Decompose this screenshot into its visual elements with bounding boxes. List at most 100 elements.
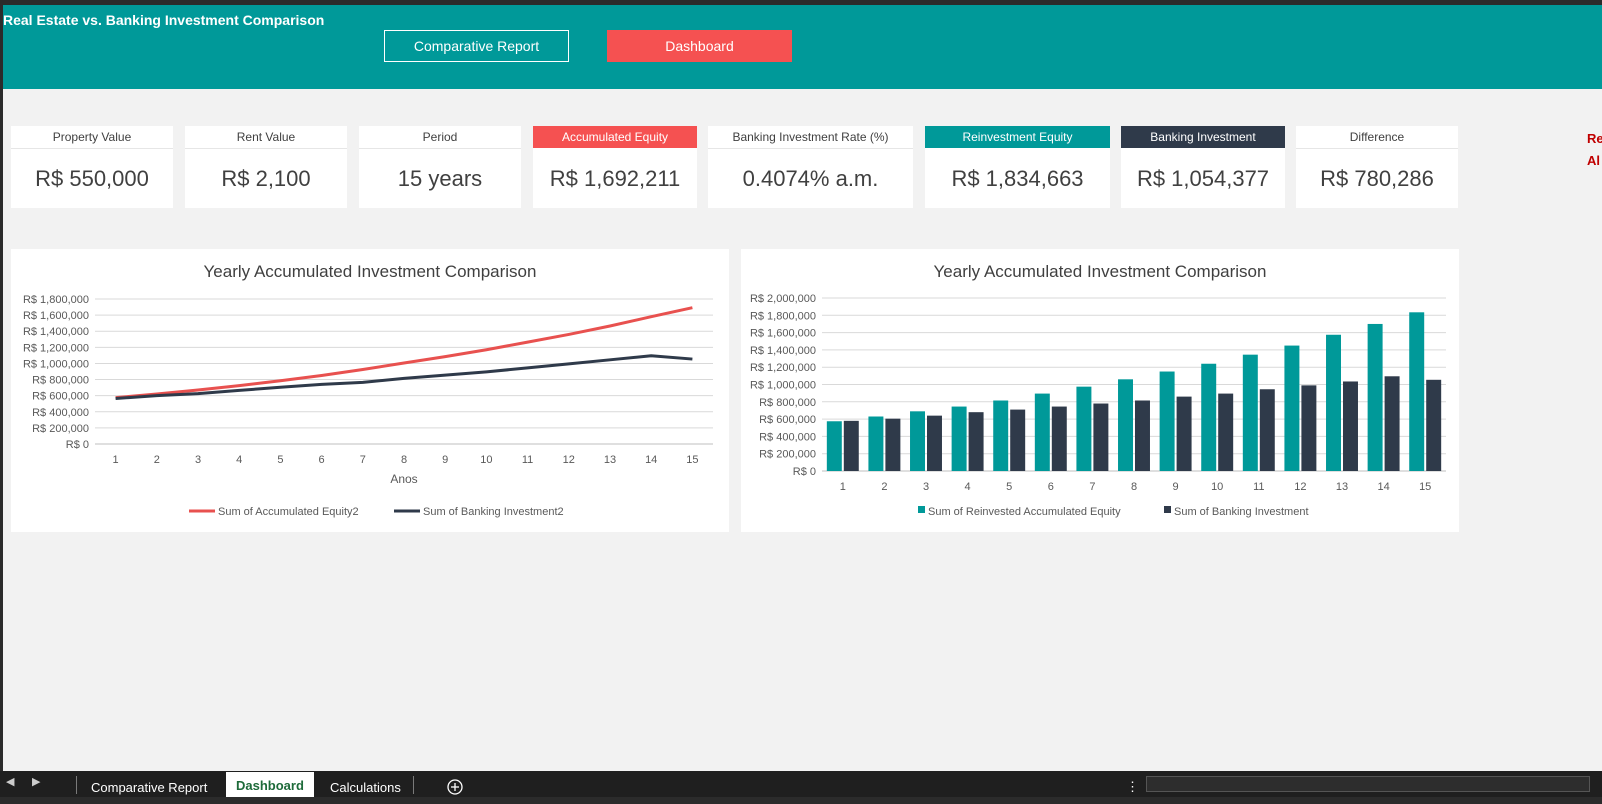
bar-chart-panel[interactable]: Yearly Accumulated Investment Comparison… <box>741 249 1459 532</box>
kpi-value: R$ 2,100 <box>221 166 311 191</box>
y-tick-label: R$ 1,200,000 <box>750 362 816 374</box>
dashboard-button[interactable]: Dashboard <box>607 30 792 62</box>
kpi-value: R$ 780,286 <box>1320 166 1434 191</box>
bar-series-1 <box>1118 379 1133 471</box>
x-tick-label: 9 <box>1173 481 1179 493</box>
x-tick-label: 5 <box>1006 481 1012 493</box>
x-tick-label: 15 <box>686 454 698 466</box>
y-tick-label: R$ 0 <box>793 466 816 478</box>
triangle-right-icon[interactable]: ▶ <box>32 776 41 788</box>
bar-series-1 <box>1409 312 1425 471</box>
kpi-card-reinvestment-equity: Reinvestment Equity R$ 1,834,663 <box>925 126 1110 208</box>
y-tick-label: R$ 1,600,000 <box>23 310 89 322</box>
x-tick-label: 2 <box>881 481 887 493</box>
bar-series-1 <box>1326 334 1341 471</box>
bar-series-2 <box>1218 393 1234 471</box>
offscreen-cell-text: Re <box>1587 131 1602 146</box>
horizontal-scrollbar[interactable] <box>1146 776 1590 792</box>
y-tick-label: R$ 1,800,000 <box>750 310 816 322</box>
y-tick-label: R$ 400,000 <box>32 407 89 419</box>
x-tick-label: 12 <box>1294 481 1306 493</box>
x-tick-label: 9 <box>442 454 448 466</box>
bar-series-1 <box>1034 393 1050 471</box>
y-tick-label: R$ 600,000 <box>32 391 89 403</box>
x-tick-label: 8 <box>401 454 407 466</box>
legend-swatch <box>918 506 925 513</box>
kpi-card-period: Period 15 years <box>359 126 521 208</box>
x-tick-label: 15 <box>1419 481 1431 493</box>
bar-series-2 <box>1426 379 1442 471</box>
x-tick-label: 7 <box>1089 481 1095 493</box>
y-tick-label: R$ 1,000,000 <box>23 358 89 370</box>
kpi-label: Rent Value <box>185 126 347 149</box>
y-tick-label: R$ 1,800,000 <box>23 294 89 306</box>
bar-chart: Yearly Accumulated Investment Comparison… <box>750 262 1446 518</box>
bar-series-1 <box>1159 371 1175 471</box>
legend-label: Sum of Banking Investment <box>1174 506 1309 518</box>
legend-label: Sum of Banking Investment2 <box>423 506 564 518</box>
kpi-value: 15 years <box>397 166 483 191</box>
kpi-value: R$ 1,692,211 <box>549 166 681 191</box>
vertical-ellipsis-icon[interactable]: ⋮ <box>1126 779 1139 794</box>
x-tick-label: 4 <box>965 481 971 493</box>
x-tick-label: 11 <box>1253 481 1264 493</box>
y-tick-label: R$ 800,000 <box>32 375 89 387</box>
x-tick-label: 14 <box>1377 481 1389 493</box>
kpi-value: 0.4074% a.m. <box>742 166 879 191</box>
tab-calculations[interactable]: Calculations <box>330 779 401 795</box>
y-tick-label: R$ 200,000 <box>759 449 816 461</box>
y-tick-label: R$ 1,200,000 <box>23 342 89 354</box>
line-chart-panel[interactable]: Yearly Accumulated Investment Comparison… <box>11 249 729 532</box>
legend-swatch <box>1164 506 1171 513</box>
y-tick-label: R$ 1,400,000 <box>23 326 89 338</box>
bar-series-2 <box>1384 376 1400 471</box>
chart-title: Yearly Accumulated Investment Comparison <box>204 262 537 281</box>
kpi-label: Property Value <box>11 126 173 149</box>
kpi-card-property-value: Property Value R$ 550,000 <box>11 126 173 208</box>
bar-series-2 <box>1135 400 1150 471</box>
x-tick-label: 8 <box>1131 481 1137 493</box>
y-tick-label: R$ 200,000 <box>32 423 89 435</box>
bar-series-2 <box>1343 381 1358 471</box>
line-series-2 <box>115 354 693 400</box>
x-tick-label: 6 <box>319 454 325 466</box>
bar-series-2 <box>1259 389 1275 471</box>
x-tick-label: 3 <box>195 454 201 466</box>
x-axis-label: Anos <box>390 472 417 486</box>
chart-title: Yearly Accumulated Investment Comparison <box>934 262 1267 281</box>
comparative-report-button[interactable]: Comparative Report <box>384 30 569 62</box>
bar-series-2 <box>885 418 901 471</box>
legend-label: Sum of Accumulated Equity2 <box>218 506 359 518</box>
x-tick-label: 12 <box>563 454 575 466</box>
tab-comparative-report[interactable]: Comparative Report <box>91 779 208 795</box>
bar-series-2 <box>843 420 859 471</box>
line-chart: Yearly Accumulated Investment Comparison… <box>23 262 713 518</box>
y-tick-label: R$ 0 <box>66 439 89 451</box>
kpi-label: Banking Investment Rate (%) <box>708 126 913 149</box>
kpi-label: Period <box>359 126 521 149</box>
kpi-card-rent-value: Rent Value R$ 2,100 <box>185 126 347 208</box>
kpi-label: Accumulated Equity <box>533 126 697 148</box>
line-series-1 <box>115 306 693 400</box>
column-header-strip <box>0 0 1602 5</box>
tab-separator <box>76 776 77 794</box>
plus-circle-icon[interactable] <box>446 775 464 799</box>
kpi-label: Difference <box>1296 126 1458 149</box>
bar-series-2 <box>1010 409 1026 471</box>
bar-series-1 <box>1284 345 1300 471</box>
dashboard-header <box>3 5 1602 89</box>
x-tick-label: 10 <box>480 454 492 466</box>
x-tick-label: 5 <box>277 454 283 466</box>
triangle-left-icon[interactable]: ◀ <box>6 776 15 788</box>
y-tick-label: R$ 400,000 <box>759 431 816 443</box>
kpi-label: Reinvestment Equity <box>925 126 1110 148</box>
bar-series-1 <box>1201 363 1217 471</box>
bar-series-1 <box>910 411 925 471</box>
x-tick-label: 1 <box>113 454 119 466</box>
x-tick-label: 7 <box>360 454 366 466</box>
y-tick-label: R$ 2,000,000 <box>750 293 816 305</box>
x-tick-label: 10 <box>1211 481 1223 493</box>
x-tick-label: 13 <box>604 454 616 466</box>
bar-series-2 <box>1301 385 1317 471</box>
kpi-card-banking-investment: Banking Investment R$ 1,054,377 <box>1121 126 1285 208</box>
